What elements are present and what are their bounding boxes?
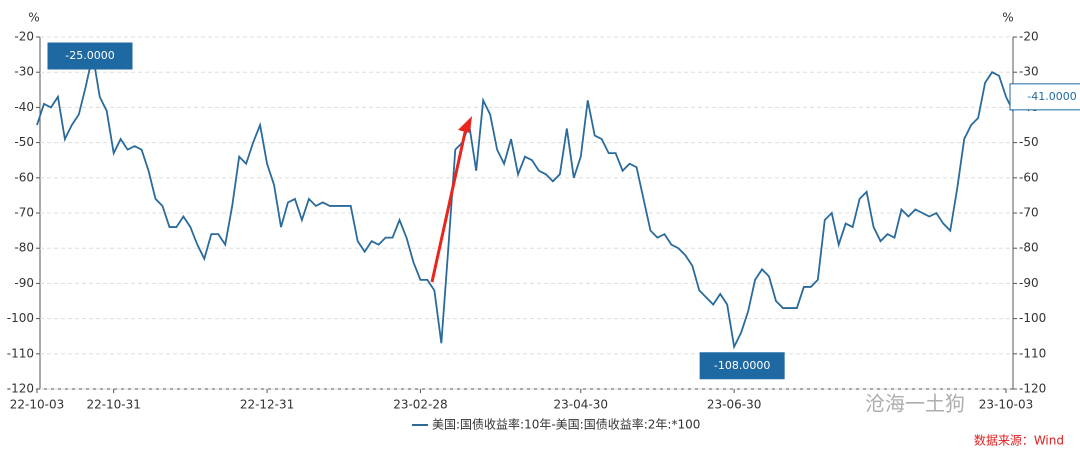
y-tick-label: -100	[7, 311, 34, 325]
y-tick-label: -120	[7, 382, 34, 396]
value-label: -108.0000	[714, 359, 770, 372]
y2-tick-label: -100	[1019, 311, 1046, 325]
arrow	[430, 127, 468, 283]
y-tick-label: -40	[14, 100, 34, 114]
x-tick-label: 23-06-30	[707, 398, 761, 412]
y2-tick-label: -110	[1019, 346, 1046, 360]
marks: -20 -30 -40 -50 -60 -70 -80 -90 -100 -110 -120 -20 -…	[7, 30, 1080, 412]
y2-tick-label: -70	[1019, 206, 1039, 220]
y-tick-label: -30	[14, 65, 34, 79]
y-tick-label: -90	[14, 276, 34, 290]
y2-tick-label: -50	[1019, 135, 1039, 149]
y-tick-label: -70	[14, 206, 34, 220]
y-tick-label: -50	[14, 135, 34, 149]
value-label: -25.0000	[65, 49, 114, 62]
value-label-box	[47, 42, 133, 70]
y2-tick-label: -120	[1019, 382, 1046, 396]
watermark: 沧海一土狗	[865, 392, 965, 416]
y2-unit: %	[1002, 11, 1013, 25]
y2-tick-label: -60	[1019, 170, 1039, 184]
series-line	[36, 54, 1014, 350]
x-tick-label: 23-10-03	[979, 398, 1033, 412]
x-tick-label: 23-04-30	[554, 398, 608, 412]
legend-label: 美国:国债收益率:10年-美国:国债收益率:2年:*100	[432, 417, 700, 432]
value-label-box	[699, 352, 785, 380]
y-tick-label: -60	[14, 170, 34, 184]
x-tick-label: 22-10-31	[86, 398, 140, 412]
source: 数据来源：Wind	[974, 433, 1064, 448]
value-label: -41.0000	[1027, 90, 1076, 103]
y-tick-label: -110	[7, 346, 34, 360]
x-tick-label: 22-12-31	[240, 398, 294, 412]
x-tick-label: 22-10-03	[10, 398, 64, 412]
y2-tick-label: -80	[1019, 241, 1039, 255]
y-unit: %	[28, 11, 39, 25]
y2-tick-label: -30	[1019, 65, 1039, 79]
value-label-box	[1009, 83, 1080, 111]
x-tick-label: 23-02-28	[393, 398, 447, 412]
y-tick-label: -80	[14, 241, 34, 255]
arrow-head	[458, 116, 472, 133]
y2-tick-label: -20	[1019, 30, 1039, 44]
y-tick-label: -20	[14, 30, 34, 44]
y2-tick-label: -90	[1019, 276, 1039, 290]
